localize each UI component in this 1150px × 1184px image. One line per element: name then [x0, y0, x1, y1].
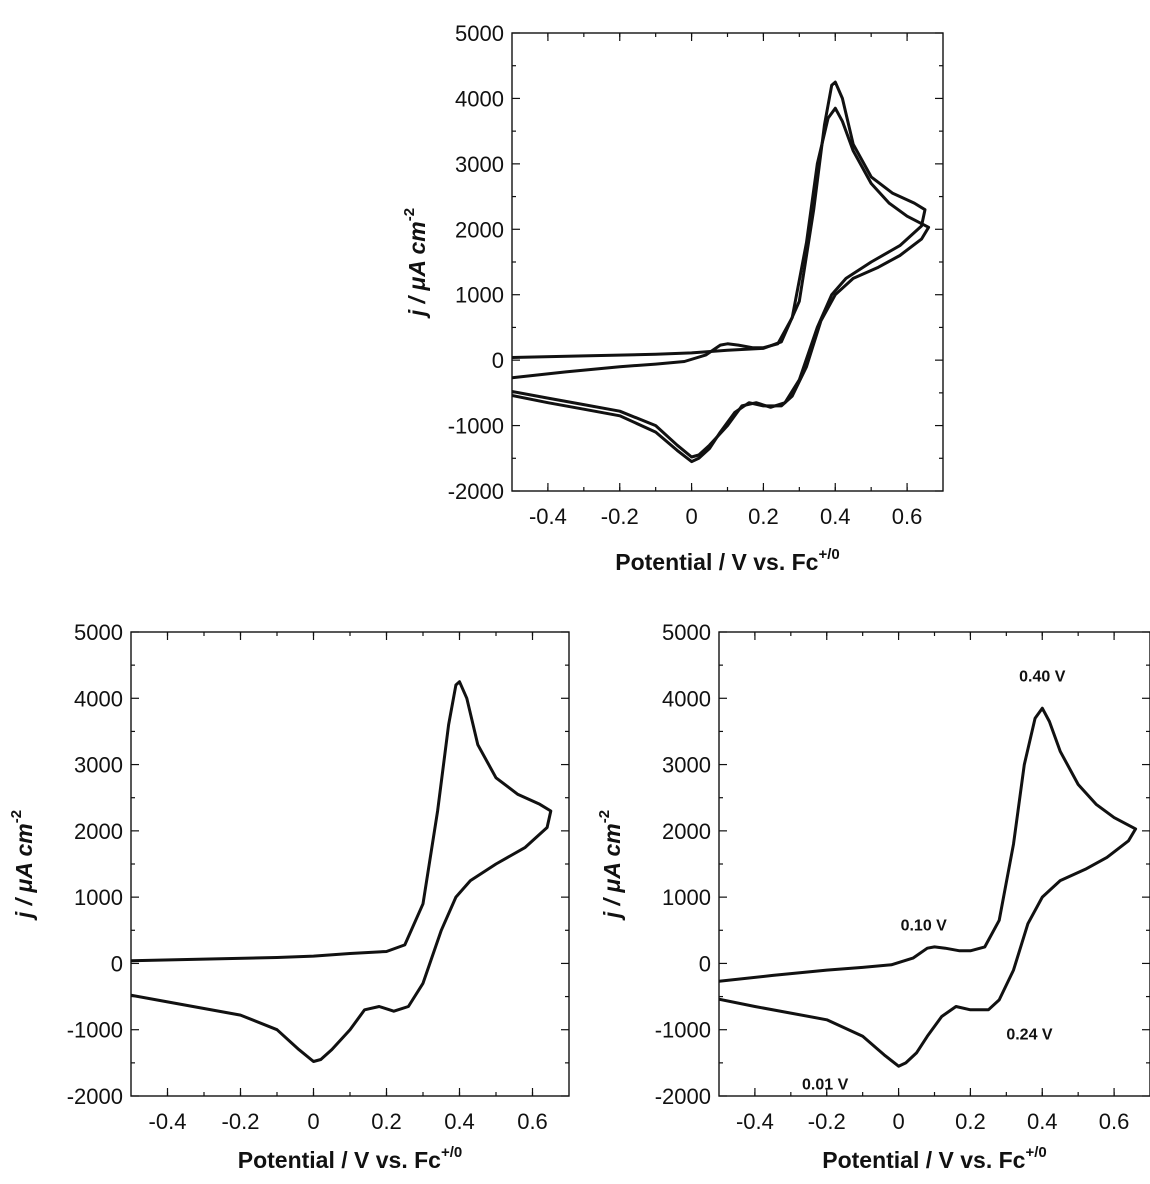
peak-annotation: 0.40 V	[1019, 669, 1066, 686]
x-tick-label: 0.4	[820, 504, 851, 529]
y-tick-label: 4000	[662, 686, 711, 711]
y-tick-label: 3000	[455, 152, 504, 177]
y-tick-label: 0	[699, 951, 711, 976]
y-tick-label: 5000	[662, 620, 711, 645]
y-axis-title-text: j / μA cm	[404, 221, 430, 319]
y-tick-label: 3000	[74, 753, 123, 778]
y-axis-title-superscript: -2	[596, 810, 613, 823]
y-axis-title: j / μA cm-2	[8, 810, 37, 921]
x-tick-label: -0.2	[222, 1109, 260, 1134]
x-tick-label: 0.4	[444, 1109, 475, 1134]
y-axis-title: j / μA cm-2	[596, 810, 625, 921]
x-tick-label: 0.6	[892, 504, 923, 529]
x-axis-title-text: Potential / V vs. Fc	[238, 1147, 441, 1173]
x-axis-title: Potential / V vs. Fc+/0	[238, 1144, 463, 1173]
y-tick-label: -1000	[448, 414, 504, 439]
x-tick-label: 0.2	[955, 1109, 986, 1134]
x-tick-label: 0.6	[517, 1109, 548, 1134]
y-tick-label: -1000	[655, 1018, 711, 1043]
x-tick-label: -0.4	[736, 1109, 774, 1134]
chart-panel-bottom-left: 5000 4000 3000 2000 1000 0 -1000 -2000 -0.4 -0.2 0…	[8, 620, 570, 1173]
y-tick-label: 1000	[662, 885, 711, 910]
x-axis-title: Potential / V vs. Fc+/0	[615, 546, 840, 575]
x-tick-label: 0.4	[1027, 1109, 1058, 1134]
x-tick-label: -0.4	[149, 1109, 187, 1134]
y-axis-title-superscript: -2	[401, 208, 418, 221]
chart-panel-bottom-right: 5000 4000 3000 2000 1000 0 -1000 -2000 -0.4 -0.2 0…	[596, 620, 1150, 1173]
x-tick-label: 0.6	[1099, 1109, 1130, 1134]
x-axis-title-text: Potential / V vs. Fc	[822, 1147, 1025, 1173]
y-tick-label: 0	[492, 348, 504, 373]
chart-panel-top: 5000 4000 3000 2000 1000 0 -1000 -2000 -0.4 -0.2 0…	[401, 21, 944, 575]
x-axis-title-superscript: +/0	[1025, 1144, 1046, 1161]
x-axis-title-superscript: +/0	[441, 1144, 462, 1161]
cv-trace-1	[512, 80, 927, 459]
y-axis-title-superscript: -2	[8, 810, 25, 823]
y-tick-label: 3000	[662, 753, 711, 778]
y-tick-label: 5000	[455, 21, 504, 46]
y-tick-label: 4000	[74, 686, 123, 711]
y-tick-label: -2000	[655, 1084, 711, 1109]
plot-frame	[130, 631, 570, 1097]
y-axis-title-text: j / μA cm	[599, 823, 625, 921]
peak-annotation: 0.10 V	[901, 917, 948, 934]
x-axis-title-superscript: +/0	[818, 546, 839, 563]
y-tick-label: -2000	[67, 1084, 123, 1109]
y-tick-label: 2000	[74, 819, 123, 844]
y-tick-label: -2000	[448, 479, 504, 504]
x-tick-label: -0.2	[601, 504, 639, 529]
cv-trace-1	[719, 706, 1138, 1068]
cv-trace-1	[131, 680, 553, 1063]
y-tick-label: 2000	[455, 217, 504, 242]
y-axis-title: j / μA cm-2	[401, 208, 430, 319]
y-tick-label: -1000	[67, 1018, 123, 1043]
x-tick-label: 0.2	[748, 504, 779, 529]
y-tick-label: 1000	[455, 283, 504, 308]
x-tick-label: 0	[892, 1109, 904, 1134]
cv-trace-2	[512, 106, 931, 464]
peak-annotation: 0.24 V	[1006, 1027, 1053, 1044]
peak-annotation: 0.01 V	[802, 1076, 849, 1093]
x-axis-title-text: Potential / V vs. Fc	[615, 549, 818, 575]
y-tick-label: 5000	[74, 620, 123, 645]
y-tick-label: 0	[111, 951, 123, 976]
y-tick-label: 2000	[662, 819, 711, 844]
y-tick-label: 1000	[74, 885, 123, 910]
x-tick-label: 0.2	[371, 1109, 402, 1134]
x-tick-label: 0	[307, 1109, 319, 1134]
x-tick-label: -0.2	[808, 1109, 846, 1134]
x-tick-label: -0.4	[529, 504, 567, 529]
y-tick-label: 4000	[455, 86, 504, 111]
y-axis-title-text: j / μA cm	[11, 823, 37, 921]
x-axis-title: Potential / V vs. Fc+/0	[822, 1144, 1047, 1173]
x-tick-label: 0	[685, 504, 697, 529]
